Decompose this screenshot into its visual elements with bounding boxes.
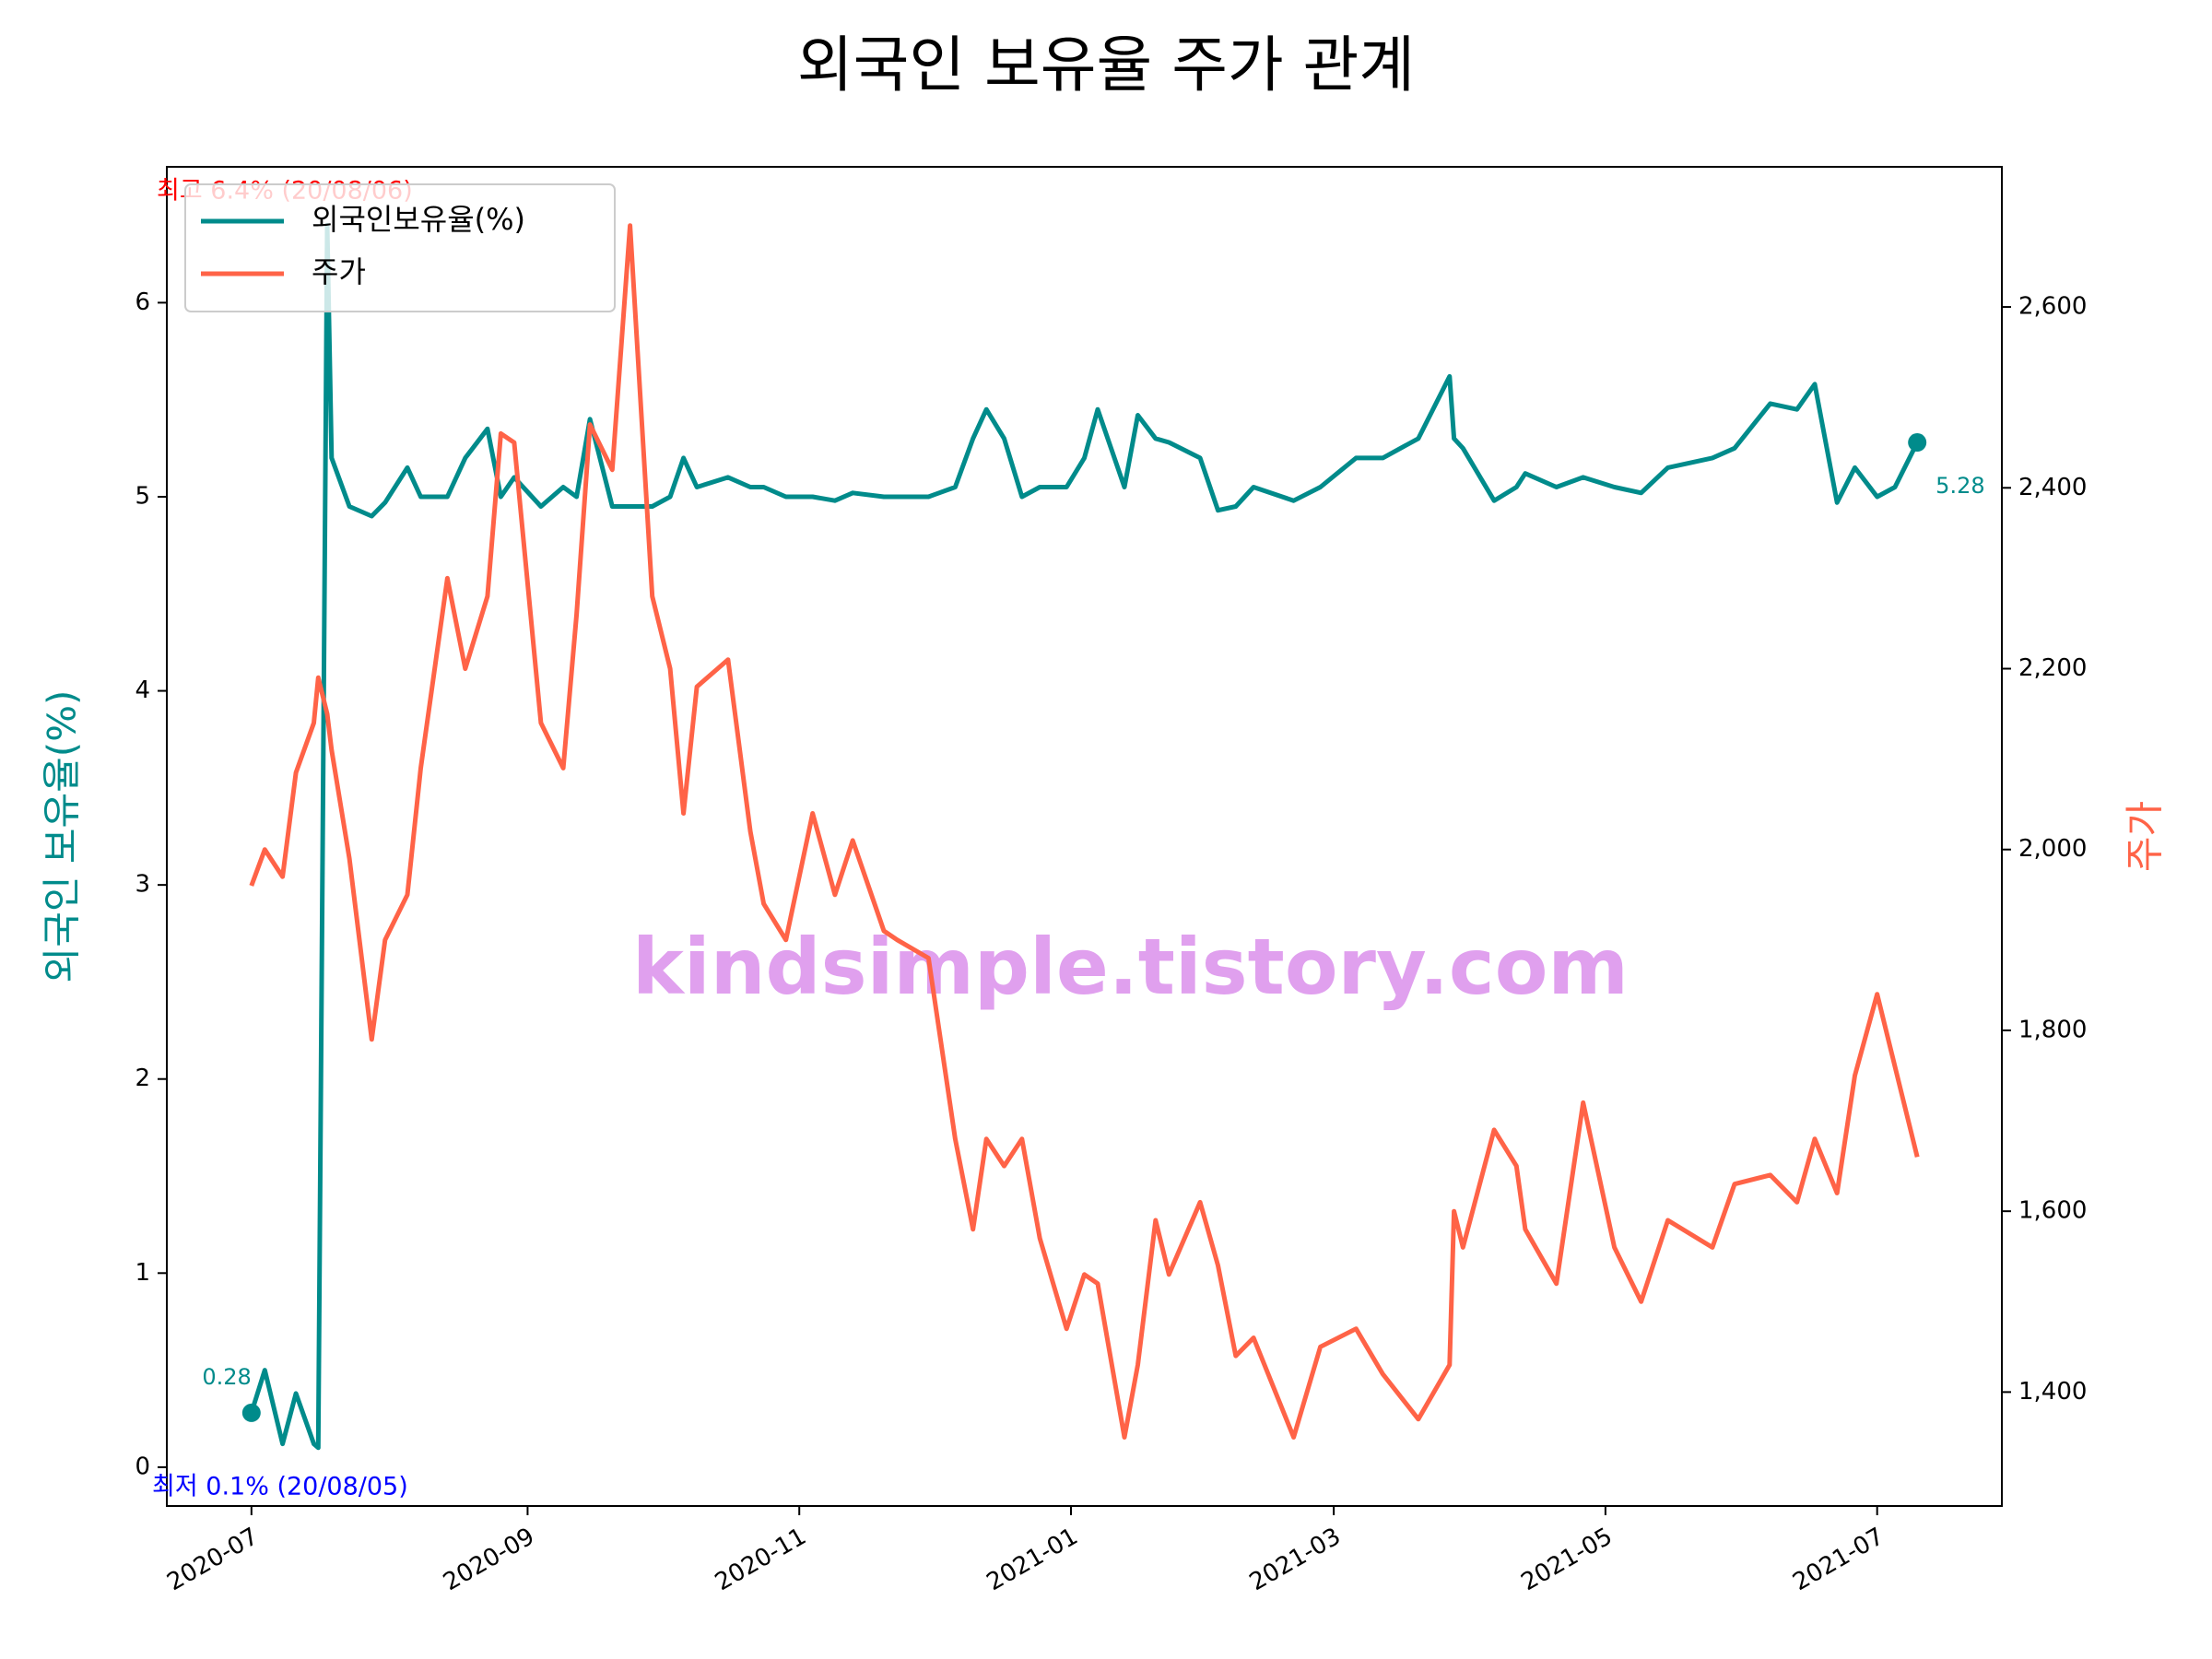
y-tick-label: 2	[135, 1065, 150, 1092]
value-label: 0.28	[202, 1364, 251, 1390]
x-tick-label: 2020-07	[162, 1523, 263, 1596]
x-tick-label: 2021-05	[1517, 1523, 1618, 1596]
watermark: kindsimple.tistory.com	[632, 922, 1629, 1012]
series-line	[249, 222, 1920, 1451]
chart-title: 외국인 보유율 주가 관계	[797, 29, 1415, 100]
y2-tick-label: 2,200	[2018, 654, 2087, 682]
y2-tick-label: 1,800	[2018, 1016, 2087, 1043]
series-line	[249, 223, 1920, 1440]
legend: 외국인보유율(%) 주가	[184, 183, 616, 312]
y-tick-label: 4	[135, 677, 150, 704]
y-axis-label: 외국인 보유율(%)	[40, 690, 85, 983]
legend-label: 외국인보유율(%)	[312, 202, 525, 237]
y-tick-label: 3	[135, 871, 150, 899]
endpoint-marker	[1908, 433, 1927, 453]
y2-tick-label: 2,600	[2018, 293, 2087, 321]
annotation: 최저 0.1% (20/08/05)	[152, 1473, 408, 1501]
y2-axis-label: 주가	[2123, 801, 2168, 872]
y-tick-label: 5	[135, 482, 150, 510]
x-tick-label: 2020-11	[711, 1523, 811, 1596]
y-tick-label: 1	[135, 1259, 150, 1287]
endpoint-marker	[241, 1403, 261, 1422]
legend-box	[184, 183, 616, 312]
y-tick-label: 0	[135, 1453, 150, 1480]
x-tick-label: 2021-07	[1788, 1523, 1888, 1596]
y2-tick-label: 1,400	[2018, 1378, 2087, 1406]
y2-tick-label: 2,000	[2018, 835, 2087, 863]
x-tick-label: 2021-01	[982, 1523, 1083, 1596]
x-tick-label: 2021-03	[1245, 1523, 1346, 1596]
y2-tick-label: 1,600	[2018, 1197, 2087, 1225]
y2-tick-label: 2,400	[2018, 474, 2087, 501]
value-label: 5.28	[1936, 473, 1984, 499]
plot-frame	[166, 166, 2003, 1507]
legend-label: 주가	[312, 254, 366, 289]
x-tick-label: 2020-09	[439, 1523, 539, 1596]
y-tick-label: 6	[135, 288, 150, 316]
